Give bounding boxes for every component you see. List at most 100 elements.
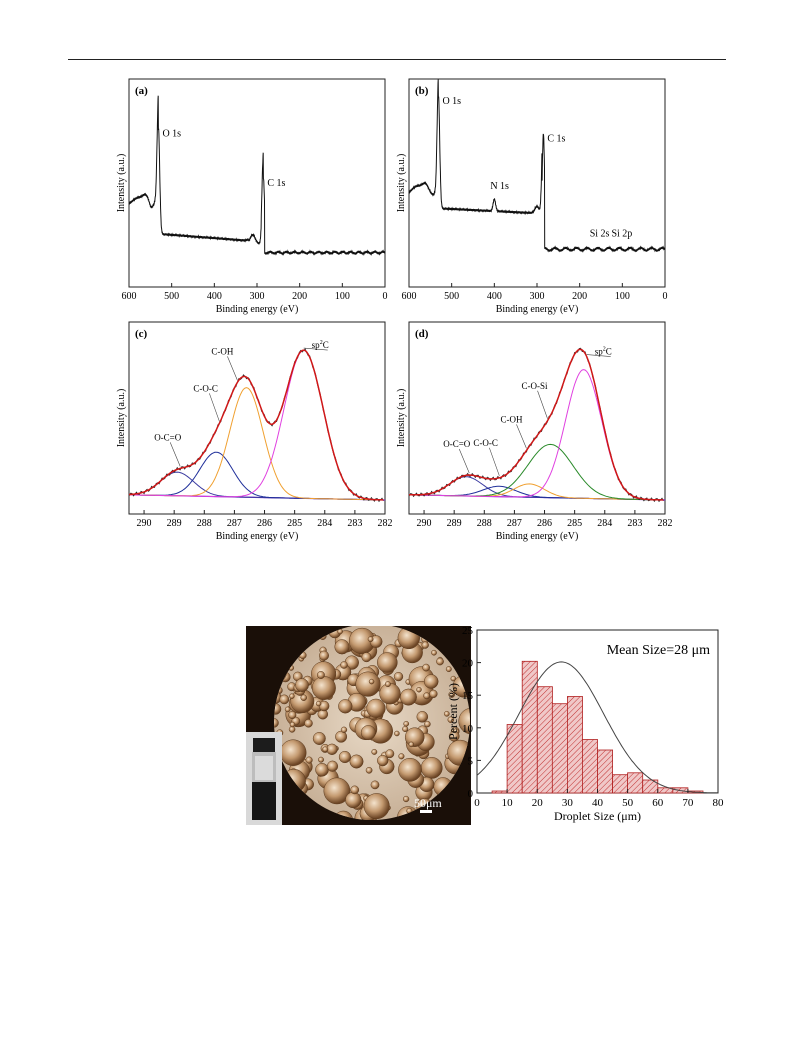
droplet bbox=[416, 686, 422, 693]
droplet bbox=[340, 661, 348, 669]
x-tick-label: 0 bbox=[383, 291, 388, 302]
droplet bbox=[420, 757, 443, 779]
plot-frame bbox=[128, 78, 386, 288]
droplet bbox=[404, 727, 425, 747]
component-label: C-O-C bbox=[473, 438, 498, 448]
histogram-bar bbox=[627, 772, 644, 794]
x-tick-label: 285 bbox=[567, 518, 582, 529]
droplet bbox=[443, 710, 450, 717]
droplet bbox=[288, 710, 297, 720]
droplet bbox=[338, 750, 351, 764]
droplet bbox=[274, 659, 282, 674]
droplet bbox=[398, 753, 405, 760]
droplet bbox=[292, 626, 310, 638]
spectrum-line bbox=[408, 79, 666, 253]
droplet bbox=[318, 632, 327, 640]
droplet bbox=[377, 754, 389, 767]
histogram-bar bbox=[581, 739, 598, 794]
droplet bbox=[274, 703, 282, 715]
droplet bbox=[423, 674, 439, 689]
y-tick-label: 20 bbox=[462, 658, 474, 670]
xps-survey-panel-a: 600 500 400 300 200 100 0 Binding energy (eV) In… bbox=[116, 78, 388, 315]
droplet bbox=[340, 726, 348, 733]
droplet bbox=[431, 649, 437, 656]
y-axis-label: Intensity (a.u.) bbox=[116, 389, 127, 448]
droplet bbox=[402, 795, 410, 803]
xps-survey-panel-b: 600 500 400 300 200 100 0 Binding energy (eV) In… bbox=[396, 78, 668, 315]
droplet bbox=[366, 698, 386, 718]
droplet-size-histogram: 0 10 20 30 40 50 60 70 80 0 5 10 15 20 25 Droplet Size … bbox=[446, 625, 725, 823]
label-leader bbox=[458, 448, 470, 474]
droplet bbox=[291, 796, 298, 804]
x-axis-label: Binding energy (eV) bbox=[216, 531, 299, 542]
x-tick-label: 286 bbox=[537, 518, 552, 529]
panel-label: (a) bbox=[135, 85, 148, 97]
x-tick-label: 100 bbox=[335, 291, 350, 302]
x-tick-label: 60 bbox=[652, 797, 664, 809]
x-tick-label: 80 bbox=[713, 797, 725, 809]
droplet bbox=[429, 689, 438, 699]
x-axis-label: Binding energy (eV) bbox=[496, 531, 579, 542]
droplet bbox=[436, 657, 444, 666]
y-tick-label: 25 bbox=[462, 625, 474, 637]
droplet bbox=[424, 720, 431, 728]
y-axis-label: Percent (%) bbox=[446, 683, 460, 740]
droplet bbox=[283, 794, 296, 808]
x-axis-label: Binding energy (eV) bbox=[496, 304, 579, 315]
droplet bbox=[299, 651, 307, 660]
label-leader bbox=[516, 424, 527, 449]
chart-title: Mean Size=28 μm bbox=[607, 643, 710, 658]
droplet bbox=[322, 746, 329, 753]
droplet bbox=[315, 763, 329, 777]
droplet bbox=[297, 626, 318, 637]
x-tick-label: 282 bbox=[378, 518, 393, 529]
droplet bbox=[406, 807, 413, 814]
droplet bbox=[338, 699, 353, 714]
histogram-bar bbox=[506, 724, 523, 794]
y-tick-label: 5 bbox=[468, 755, 474, 767]
component-label: C-OH bbox=[500, 414, 522, 424]
label-leader bbox=[169, 442, 181, 467]
droplet bbox=[323, 777, 351, 805]
raw-spectrum bbox=[128, 348, 384, 503]
droplet bbox=[350, 785, 360, 795]
droplet bbox=[399, 688, 417, 706]
xps-c1s-panel-c: 290 289 288 287 286 285 284 283 282 Binding energ… bbox=[116, 321, 393, 542]
droplet bbox=[397, 626, 420, 650]
droplet bbox=[274, 691, 282, 704]
x-tick-label: 290 bbox=[417, 518, 432, 529]
component-C-O-Si bbox=[408, 443, 664, 501]
droplet bbox=[429, 821, 434, 825]
droplet bbox=[394, 730, 400, 737]
droplet bbox=[275, 664, 283, 672]
droplet bbox=[370, 780, 380, 790]
droplet bbox=[274, 718, 279, 728]
x-tick-label: 284 bbox=[597, 518, 612, 529]
droplet bbox=[412, 818, 418, 820]
x-tick-label: 288 bbox=[197, 518, 212, 529]
label-leader bbox=[227, 356, 238, 381]
droplet bbox=[423, 692, 431, 700]
component-label: sp2C bbox=[312, 340, 329, 350]
x-tick-label: 400 bbox=[487, 291, 502, 302]
component-label: C-O-C bbox=[193, 383, 218, 393]
droplet bbox=[402, 725, 409, 733]
header-rule bbox=[68, 59, 726, 60]
droplet bbox=[367, 636, 374, 643]
peak-label: Si 2s bbox=[590, 228, 610, 239]
droplet bbox=[377, 652, 398, 673]
droplet bbox=[361, 652, 372, 663]
droplet bbox=[304, 719, 313, 728]
droplet bbox=[315, 700, 322, 707]
droplet bbox=[416, 711, 429, 723]
droplet bbox=[363, 793, 390, 820]
peak-label: N 1s bbox=[490, 181, 509, 192]
droplet bbox=[334, 639, 350, 655]
scale-bar-label: 50μm bbox=[414, 796, 442, 810]
x-tick-label: 283 bbox=[627, 518, 642, 529]
x-tick-label: 284 bbox=[317, 518, 332, 529]
gaussian-fit-line bbox=[476, 661, 719, 794]
droplet bbox=[288, 726, 296, 733]
droplet bbox=[458, 707, 470, 735]
plot-frame bbox=[408, 321, 666, 515]
